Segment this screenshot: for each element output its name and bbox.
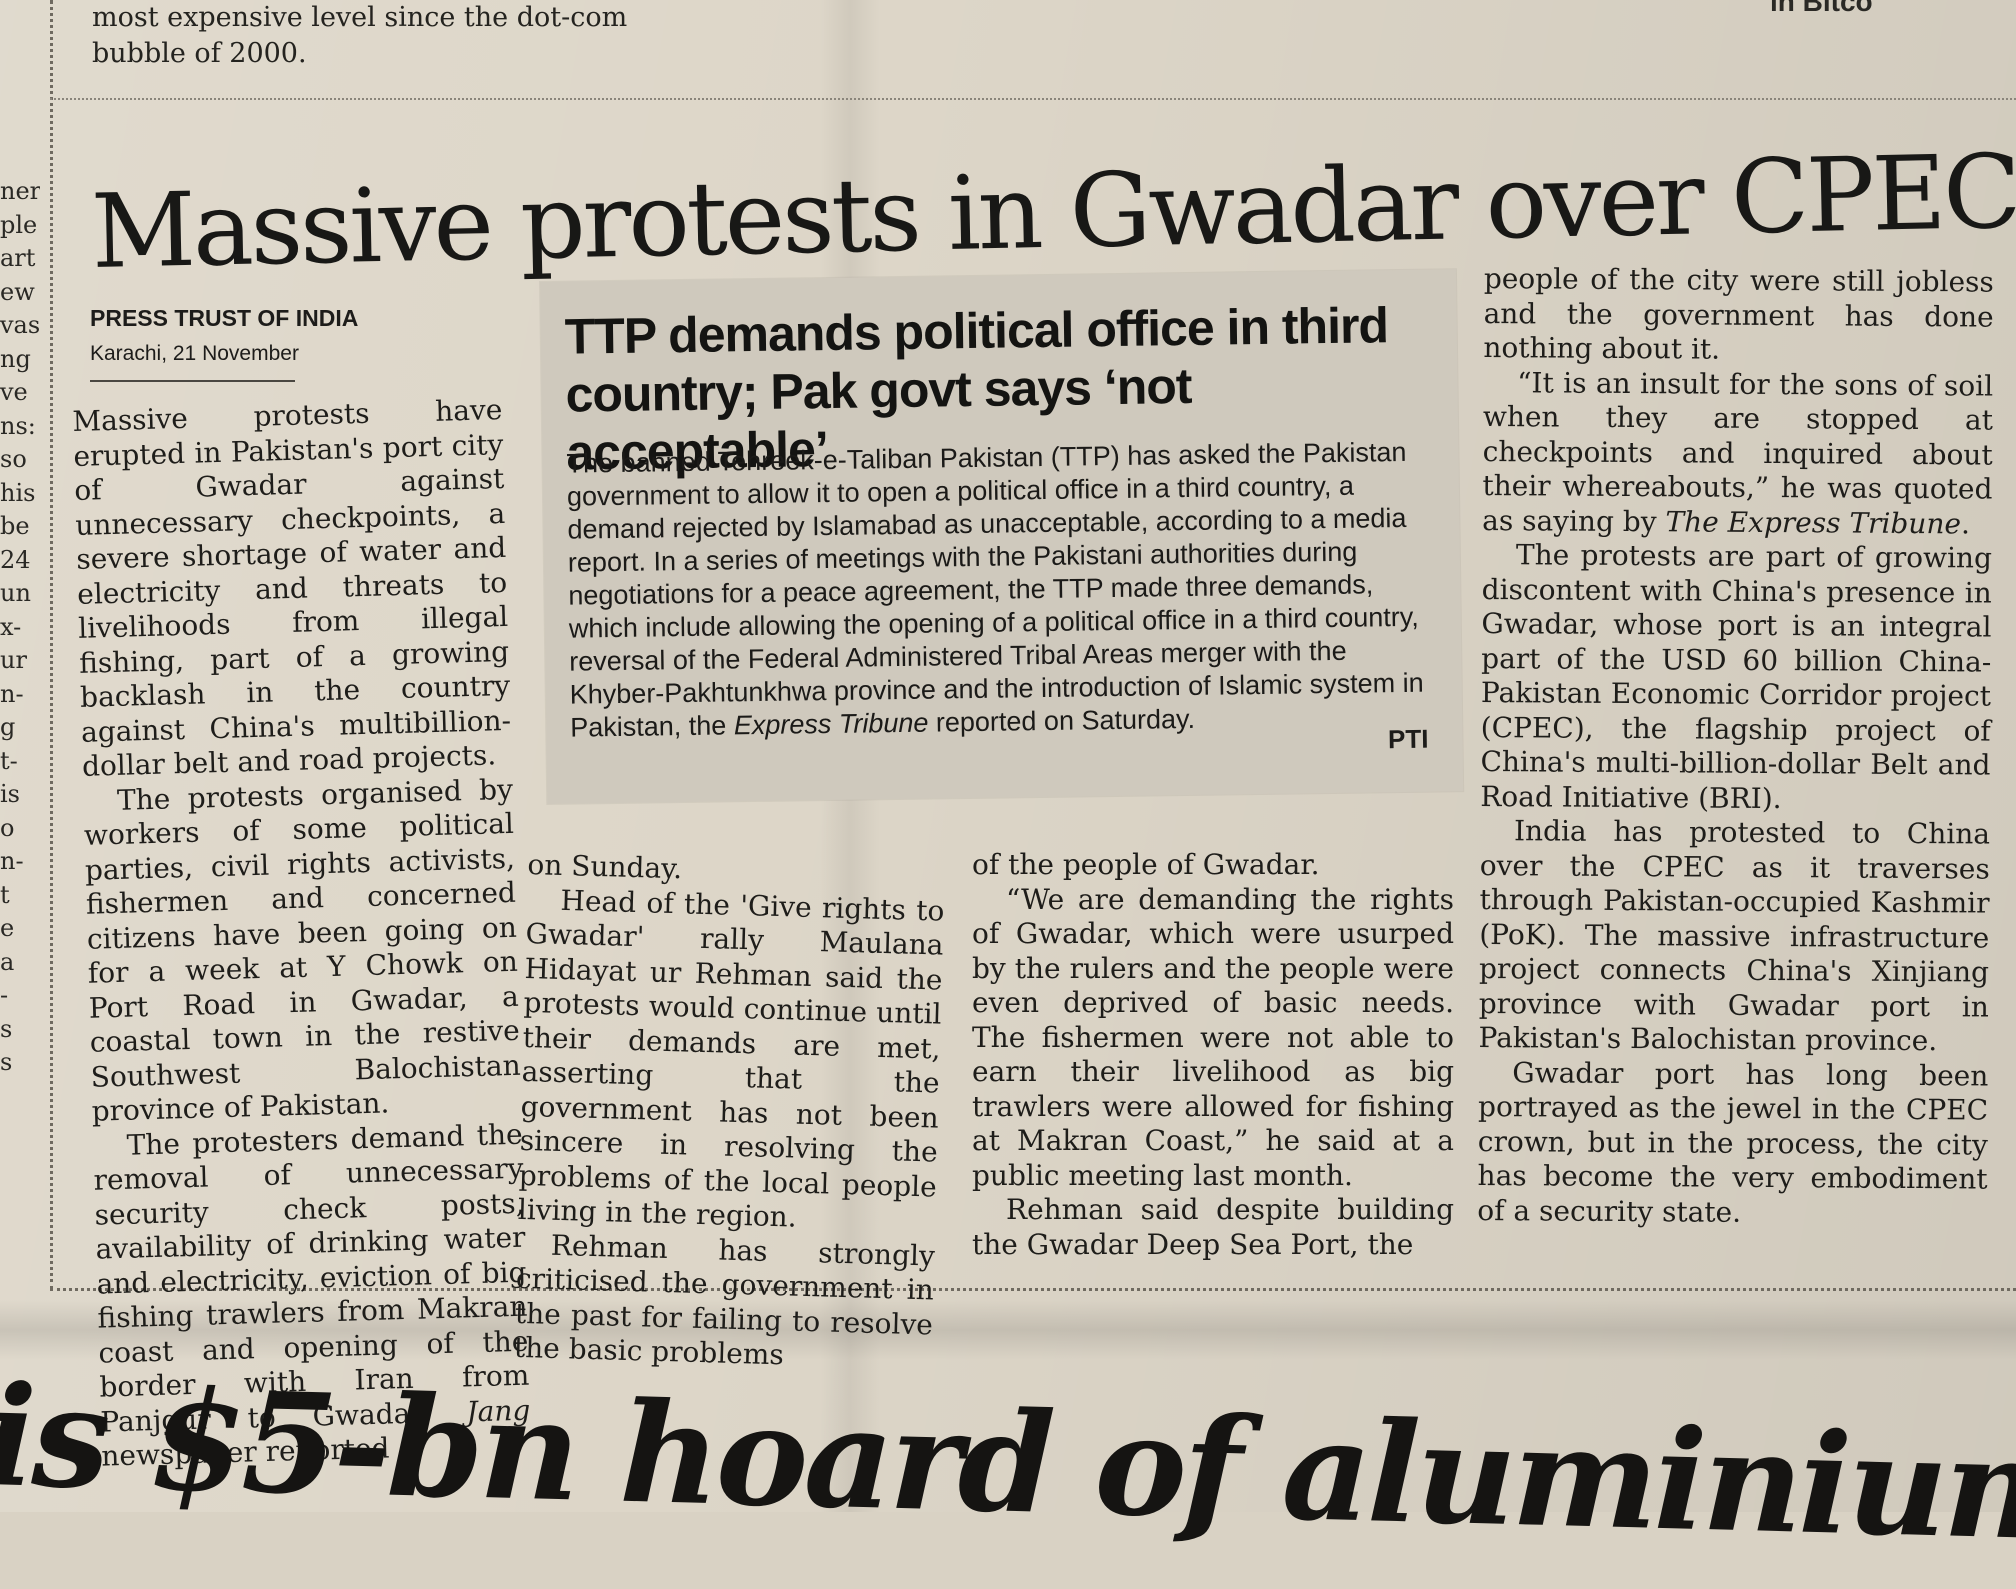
left-fragment: ner: [0, 177, 40, 205]
text-run: reported on Saturday.: [928, 703, 1196, 738]
paragraph: Massive protests have erupted in Pakista…: [72, 392, 512, 783]
article-column-2: on Sunday. Head of the 'Give rights to G…: [514, 848, 946, 1377]
paragraph: India has protested to China over the CP…: [1478, 814, 1991, 1058]
left-fragment: n-: [0, 679, 24, 708]
left-fragment: e: [0, 914, 15, 942]
paragraph: people of the city were still jobless an…: [1483, 262, 1994, 366]
byline: PRESS TRUST OF INDIA Karachi, 21 Novembe…: [90, 305, 358, 382]
paragraph: of the people of Gwadar.: [972, 848, 1320, 881]
left-fragment: 24: [0, 545, 31, 574]
paragraph: Rehman said despite building the Gwadar …: [972, 1193, 1454, 1261]
top-divider-dotted: [50, 98, 2016, 100]
horizontal-page-fold: [0, 1300, 2016, 1360]
left-column-fragments: ner ple art ew vas ng ve ns: so his be 2…: [0, 175, 40, 1080]
left-fragment: ng: [0, 344, 31, 373]
paragraph: “We are demanding the rights of Gwadar, …: [972, 882, 1454, 1192]
article-column-3: of the people of Gwadar. “We are demandi…: [972, 848, 1454, 1262]
section-divider-dotted: [50, 1288, 2016, 1291]
top-story-fragment: most expensive level since the dot-com b…: [92, 0, 652, 72]
article-column-1: Massive protests have erupted in Pakista…: [72, 393, 532, 1474]
left-fragment: un: [0, 579, 31, 607]
left-fragment: t: [0, 880, 10, 909]
left-fragment: s: [0, 1048, 13, 1076]
byline-agency: PRESS TRUST OF INDIA: [90, 305, 359, 331]
byline-rule: [90, 380, 295, 382]
left-fragment: t-: [0, 746, 18, 775]
text-run: .: [1960, 506, 1971, 540]
left-fragment: n-: [0, 847, 24, 875]
left-fragment: s: [0, 1014, 13, 1043]
left-fragment: g: [0, 713, 16, 741]
article-column-4: people of the city were still jobless an…: [1477, 262, 1994, 1232]
left-fragment: his: [0, 478, 36, 507]
left-fragment: -: [0, 981, 9, 1009]
left-fragment: x-: [0, 612, 22, 641]
boxed-item-body: The banned Tehreek-e-Taliban Pakistan (T…: [566, 436, 1440, 745]
newspaper-name: Express Tribune: [733, 707, 929, 741]
left-fragment: be: [0, 512, 30, 540]
left-fragment: ns:: [0, 411, 36, 440]
paragraph: The protests are part of growing discont…: [1480, 538, 1993, 815]
left-fragment: ew: [0, 277, 35, 306]
column-divider-dotted: [50, 0, 53, 1290]
byline-dateline: Karachi, 21 November: [90, 342, 299, 365]
text-run: The banned Tehreek-e-Taliban Pakistan (T…: [566, 436, 1424, 743]
boxed-news-item: TTP demands political office in third co…: [540, 269, 1464, 804]
paragraph: Rehman has strongly criticised the gover…: [513, 1228, 936, 1372]
left-fragment: ple: [0, 210, 38, 239]
left-fragment: ve: [0, 378, 28, 406]
top-right-fragment: in Bitco: [1770, 0, 1873, 17]
paragraph: The protests organised by workers of som…: [83, 772, 522, 1128]
left-fragment: o: [0, 813, 15, 842]
left-fragment: art: [0, 244, 36, 272]
top-story-line-1: most expensive level since the dot-com: [92, 2, 628, 33]
boxed-item-credit: PTI: [1387, 723, 1429, 755]
left-fragment: vas: [0, 311, 40, 339]
paragraph: “It is an insult for the sons of soil wh…: [1482, 365, 1993, 541]
newspaper-name: The Express Tribune: [1665, 504, 1962, 540]
paragraph: Head of the 'Give rights to Gwadar' rall…: [517, 883, 945, 1234]
paragraph: Gwadar port has long been portrayed as t…: [1477, 1055, 1989, 1229]
left-fragment: is: [0, 780, 20, 808]
top-story-line-2: bubble of 2000.: [92, 38, 307, 69]
left-fragment: so: [0, 445, 27, 473]
left-fragment: ur: [0, 646, 27, 674]
left-fragment: a: [0, 947, 15, 976]
